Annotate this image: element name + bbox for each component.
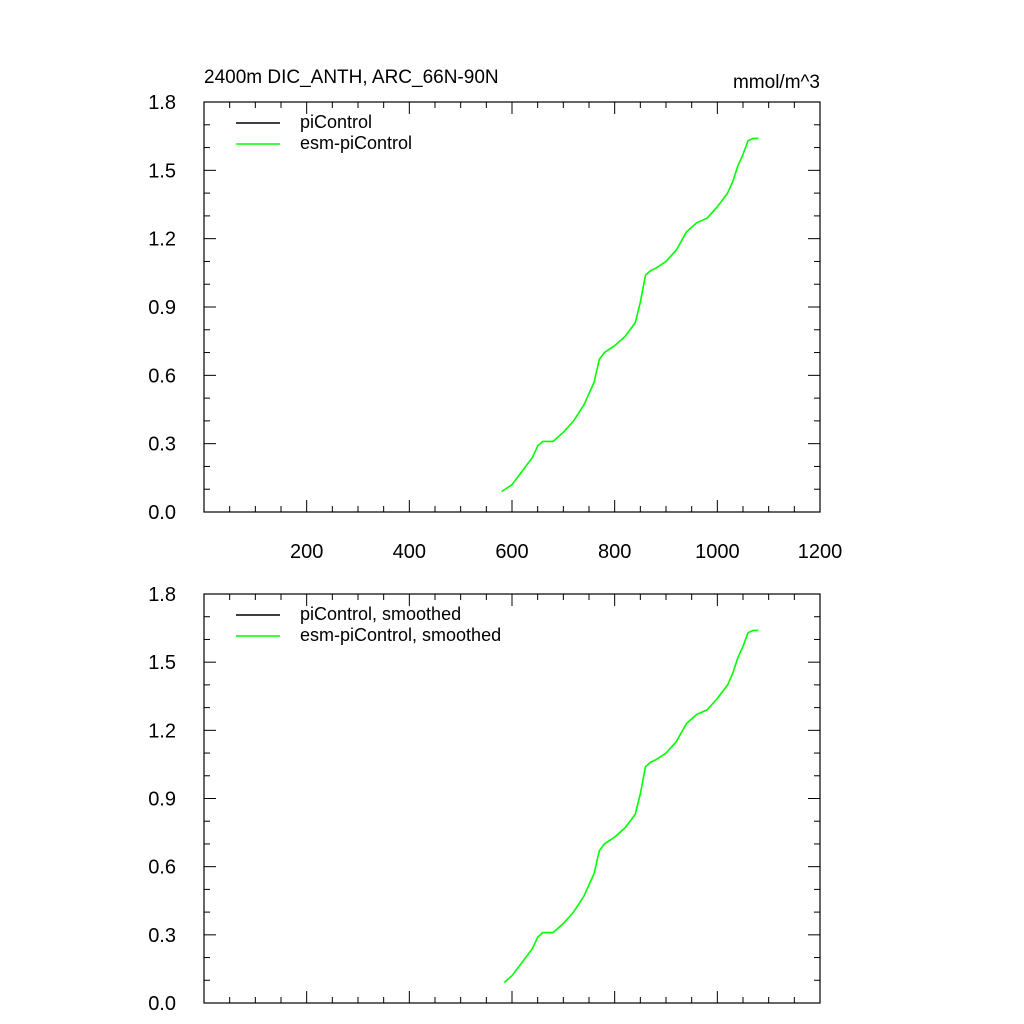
y-tick-label: 0.6 (148, 857, 176, 879)
y-tick-label: 1.5 (148, 652, 176, 674)
legend-label: esm-piControl (300, 133, 412, 153)
y-tick-label: 1.8 (148, 584, 176, 606)
y-tick-label: 1.2 (148, 720, 176, 742)
legend-label: esm-piControl, smoothed (300, 625, 501, 645)
x-tick-label: 600 (495, 541, 528, 563)
y-tick-label: 0.9 (148, 297, 176, 319)
plot-frame (203, 593, 821, 1004)
top-panel: 0.0 0.3 0.6 0.9 1.2 1.5 1.8 200 400 600 800 1000 120… (148, 92, 842, 563)
units-label: mmol/m^3 (733, 72, 820, 93)
y-tick-label: 1.2 (148, 229, 176, 251)
x-tick-label: 1000 (695, 541, 740, 563)
x-tick-label: 1200 (798, 541, 843, 563)
series-line-esm-picontrol-smoothed (503, 629, 759, 984)
legend-label: piControl, smoothed (300, 604, 461, 624)
y-tick-label: 0.6 (148, 365, 176, 387)
y-tick-label: 0.9 (148, 789, 176, 811)
legend-label: piControl (300, 112, 372, 132)
bottom-panel: 0.0 0.3 0.6 0.9 1.2 1.5 1.8 piControl, smoothed… (148, 584, 821, 1015)
y-tick-label: 0.0 (148, 502, 176, 524)
chart-title: 2400m DIC_ANTH, ARC_66N-90N (204, 67, 499, 88)
y-tick-label: 1.5 (148, 160, 176, 182)
x-tick-label: 800 (598, 541, 631, 563)
x-tick-label: 200 (290, 541, 323, 563)
series-line-esm-picontrol (501, 137, 759, 493)
y-tick-label: 0.3 (148, 434, 176, 456)
y-tick-label: 0.3 (148, 925, 176, 947)
y-tick-label: 0.0 (148, 993, 176, 1015)
x-tick-label: 400 (393, 541, 426, 563)
plot-frame (203, 101, 821, 513)
y-tick-label: 1.8 (148, 92, 176, 114)
